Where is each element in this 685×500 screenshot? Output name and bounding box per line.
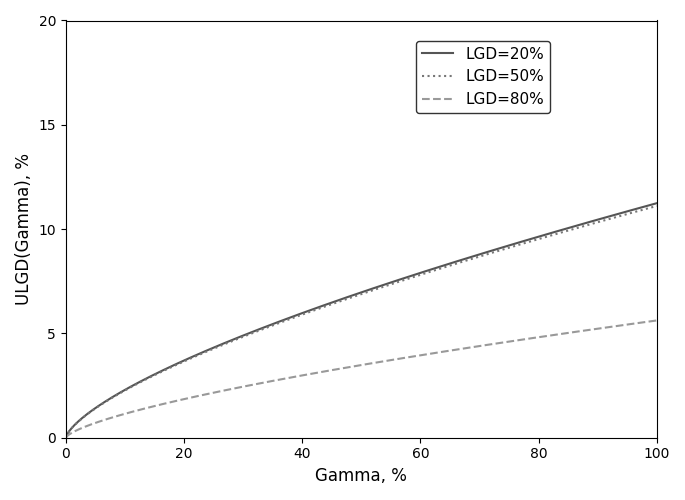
LGD=80% <box>468 344 476 350</box>
Line: LGD=50%: LGD=50% <box>66 206 657 438</box>
LGD=50% <box>62 434 70 440</box>
LGD=80% <box>523 336 531 342</box>
LGD=80% <box>122 410 130 416</box>
Y-axis label: ULGD(Gamma), %: ULGD(Gamma), % <box>15 153 33 305</box>
LGD=20% <box>533 234 541 240</box>
LGD=50% <box>468 256 476 262</box>
LGD=20% <box>468 254 476 260</box>
LGD=80% <box>322 368 330 374</box>
LGD=80% <box>62 434 70 440</box>
LGD=20% <box>322 302 330 308</box>
LGD=50% <box>653 203 661 209</box>
LGD=50% <box>301 310 309 316</box>
LGD=50% <box>533 236 541 242</box>
Legend: LGD=20%, LGD=50%, LGD=80%: LGD=20%, LGD=50%, LGD=80% <box>416 40 550 113</box>
X-axis label: Gamma, %: Gamma, % <box>315 467 408 485</box>
LGD=20% <box>653 200 661 206</box>
LGD=20% <box>62 434 70 440</box>
LGD=50% <box>322 303 330 309</box>
LGD=20% <box>122 386 130 392</box>
Line: LGD=20%: LGD=20% <box>66 203 657 438</box>
LGD=80% <box>301 372 309 378</box>
Line: LGD=80%: LGD=80% <box>66 320 657 438</box>
LGD=80% <box>533 334 541 340</box>
LGD=20% <box>301 309 309 315</box>
LGD=50% <box>122 386 130 392</box>
LGD=80% <box>653 318 661 324</box>
LGD=50% <box>523 240 531 246</box>
LGD=20% <box>523 237 531 243</box>
